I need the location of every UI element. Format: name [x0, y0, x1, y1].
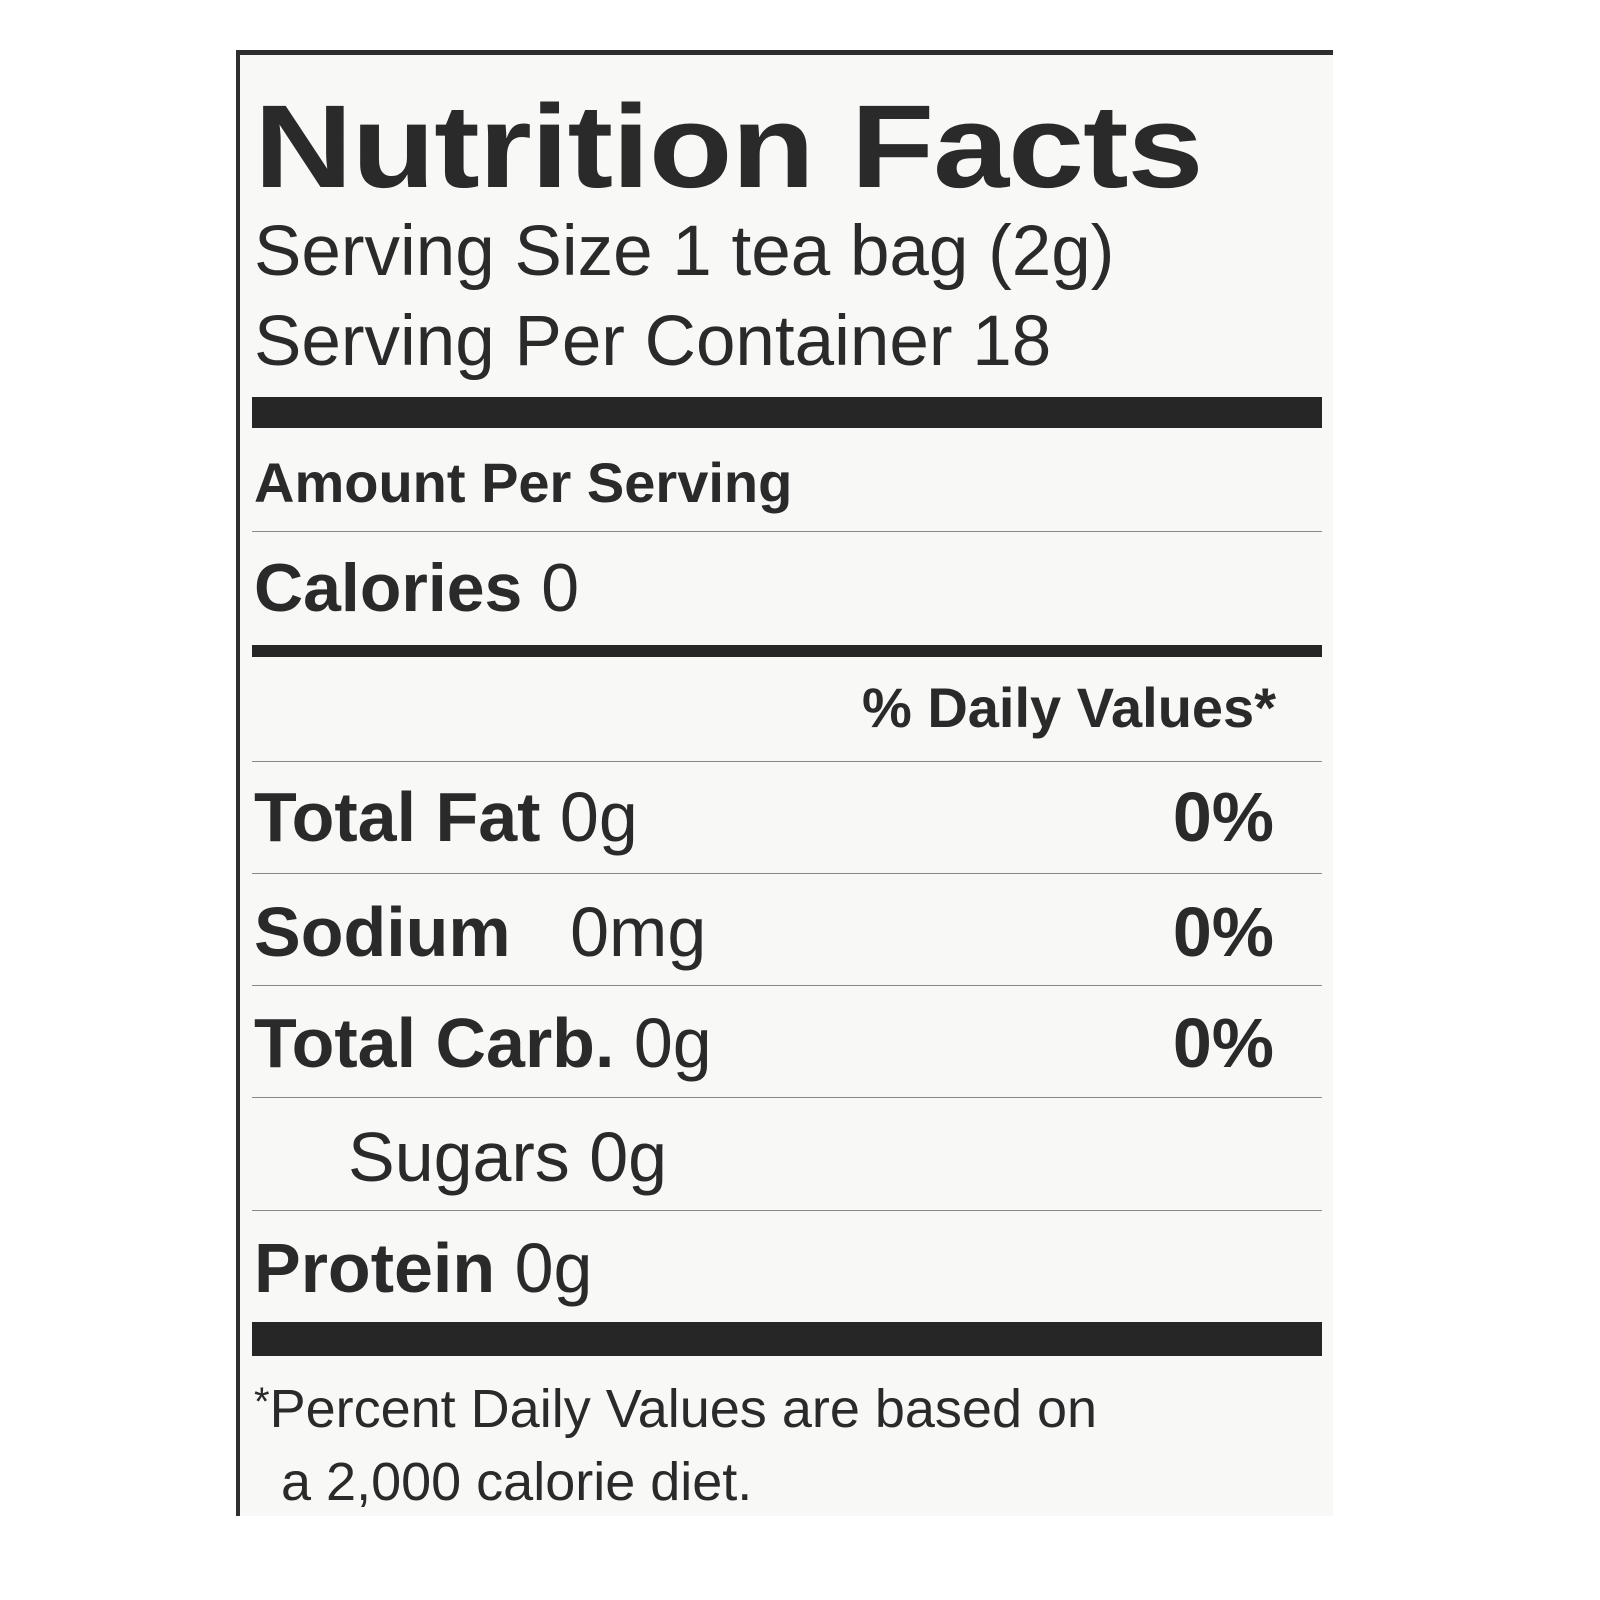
- daily-values-header: % Daily Values*: [861, 676, 1276, 739]
- calories-row: Calories 0: [254, 554, 579, 622]
- footnote-asterisk: *: [254, 1380, 270, 1424]
- nutrient-row-sugars: Sugars 0g: [348, 1122, 667, 1192]
- nutrient-dv: 0%: [1172, 778, 1274, 856]
- divider: [252, 531, 1322, 532]
- servings-per-container: Serving Per Container 18: [254, 302, 1052, 381]
- label-title: Nutrition Facts: [254, 81, 1204, 213]
- serving-size: Serving Size 1 tea bag (2g): [254, 212, 1115, 291]
- nutrient-label: Protein: [254, 1229, 496, 1307]
- nutrient-dv: 0%: [1172, 1004, 1274, 1082]
- footnote-line1: *Percent Daily Values are based on: [254, 1382, 1097, 1436]
- divider: [252, 1210, 1322, 1211]
- calories-label: Calories: [254, 550, 523, 626]
- nutrient-dv: 0%: [1172, 893, 1274, 971]
- nutrient-row-protein: Protein 0g: [254, 1233, 592, 1303]
- nutrient-label: Sugars: [348, 1118, 570, 1196]
- nutrient-label: Total Carb.: [254, 1004, 615, 1082]
- footnote-line2: a 2,000 calorie diet.: [281, 1452, 753, 1512]
- divider: [252, 985, 1322, 986]
- nutrient-row-sodium: Sodium 0mg: [254, 897, 706, 967]
- divider: [252, 873, 1322, 874]
- nutrient-amount: 0g: [633, 1004, 712, 1082]
- nutrient-row-total-carb: Total Carb. 0g: [254, 1008, 712, 1078]
- thick-divider: [252, 397, 1322, 428]
- nutrition-facts-label: [236, 50, 1333, 1516]
- nutrient-amount: 0g: [514, 1229, 593, 1307]
- nutrient-amount: 0g: [589, 1118, 668, 1196]
- amount-per-serving: Amount Per Serving: [254, 451, 793, 514]
- nutrient-label: Total Fat: [254, 778, 541, 856]
- calories-value: 0: [541, 550, 580, 626]
- thick-divider: [252, 1322, 1322, 1356]
- nutrient-label: Sodium: [254, 893, 511, 971]
- divider: [252, 1097, 1322, 1098]
- medium-divider: [252, 645, 1322, 657]
- divider: [252, 761, 1322, 762]
- footnote-text: Percent Daily Values are based on: [269, 1379, 1098, 1439]
- nutrient-amount: 0mg: [570, 893, 707, 971]
- nutrient-amount: 0g: [559, 778, 638, 856]
- nutrient-row-total-fat: Total Fat 0g: [254, 782, 638, 852]
